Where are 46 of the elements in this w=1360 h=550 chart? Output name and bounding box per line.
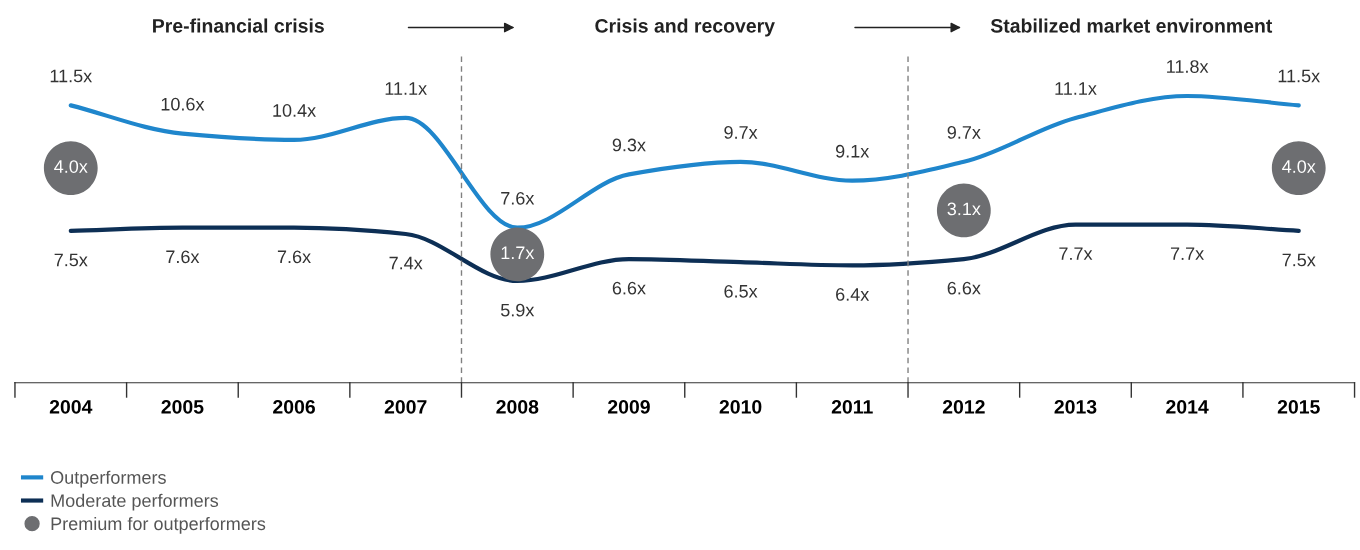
data-label: 7.7x: [1170, 247, 1204, 260]
text: Pre-financial crisis: [153, 18, 324, 33]
data-label: 6.6x: [612, 281, 646, 295]
annotation: 1.7x: [501, 246, 535, 260]
x-tick-label: 2004: [49, 399, 93, 414]
x-tick-label: 2015: [1277, 399, 1320, 414]
x-tick-label: 2009: [607, 399, 650, 414]
data-label: 11.1x: [385, 82, 427, 95]
text: Premium for outperformers: [51, 516, 266, 534]
x-tick-label: 2005: [161, 399, 204, 414]
x-tick-label: 2013: [1054, 399, 1097, 414]
x-tick-label: 2006: [273, 399, 315, 414]
legend-label: Moderate performers: [51, 493, 219, 511]
data-label: 11.5x: [50, 69, 92, 83]
data-label: 7.6x: [166, 250, 200, 264]
annotation: 4.0x: [1282, 160, 1316, 173]
data-label: 6.4x: [836, 288, 870, 301]
text: Crisis and recovery: [595, 18, 775, 37]
data-label: 6.6x: [947, 281, 981, 295]
x-tick-label: 2011: [831, 399, 873, 414]
data-label: 11.1x: [1055, 82, 1097, 95]
data-label: 9.3x: [612, 138, 646, 152]
data-label: 7.4x: [389, 256, 423, 270]
x-tick-label: 2007: [384, 399, 427, 414]
x-tick-label: 2014: [1166, 399, 1209, 414]
data-label: 6.5x: [724, 284, 758, 298]
data-label: 5.9x: [500, 303, 535, 317]
data-label: 11.8x: [1167, 60, 1209, 73]
legend-label: Outperformers: [50, 470, 166, 488]
annotation: 4.0x: [54, 160, 88, 173]
data-label: 10.4x: [273, 104, 316, 117]
data-label: 11.5x: [1278, 69, 1320, 83]
text: Stabilized market environment: [990, 18, 1273, 33]
data-label: 10.6x: [161, 97, 205, 111]
data-label: 7.7x: [1059, 247, 1093, 260]
data-label: 9.7x: [724, 126, 758, 139]
data-label: 7.6x: [277, 250, 311, 264]
data-label: 9.7x: [947, 126, 981, 139]
annotation: 3.1x: [947, 202, 981, 216]
x-tick-label: 2010: [719, 399, 762, 414]
data-label: 7.6x: [501, 191, 535, 205]
data-label: 9.1x: [835, 144, 870, 158]
data-label: 7.5x: [1282, 253, 1316, 267]
x-tick-label: 2008: [496, 399, 539, 414]
data-label: 7.5x: [54, 253, 88, 267]
x-tick-label: 2012: [942, 399, 985, 414]
